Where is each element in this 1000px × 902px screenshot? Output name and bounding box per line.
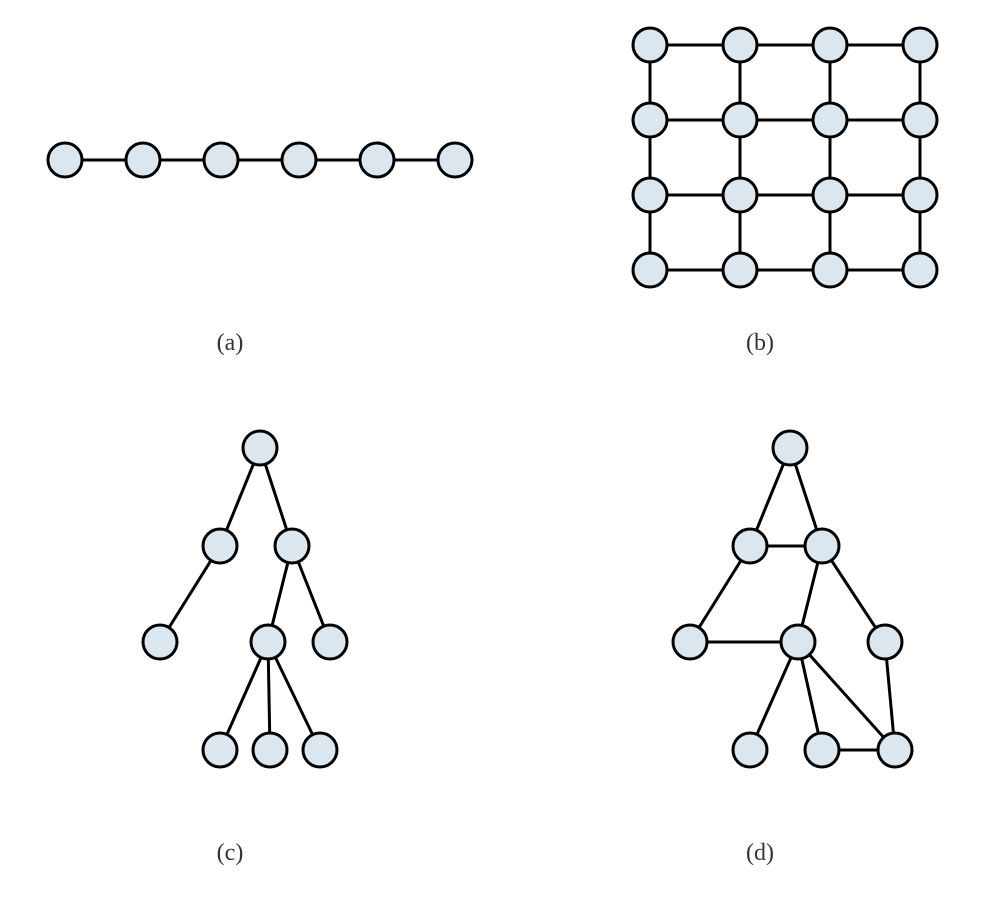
- graph-node: [781, 625, 815, 659]
- graph-node: [733, 733, 767, 767]
- graph-node: [438, 143, 472, 177]
- graph-node: [275, 529, 309, 563]
- graph-node: [203, 733, 237, 767]
- panel-a-caption: (a): [200, 330, 260, 357]
- panel-d-svg: [600, 420, 960, 810]
- graph-node: [633, 103, 667, 137]
- graph-node: [813, 28, 847, 62]
- graph-node: [733, 529, 767, 563]
- graph-node: [903, 103, 937, 137]
- graph-node: [243, 431, 277, 465]
- graph-node: [805, 529, 839, 563]
- graph-node: [203, 529, 237, 563]
- graph-node: [303, 733, 337, 767]
- panel-c-svg: [70, 420, 430, 810]
- graph-node: [360, 143, 394, 177]
- graph-node: [633, 253, 667, 287]
- graph-node: [723, 28, 757, 62]
- panel-b-caption: (b): [730, 330, 790, 357]
- panel-d-caption: (d): [730, 840, 790, 867]
- graph-node: [253, 733, 287, 767]
- graph-node: [143, 625, 177, 659]
- graph-node: [813, 253, 847, 287]
- graph-node: [813, 178, 847, 212]
- graph-node: [773, 431, 807, 465]
- graph-node: [903, 178, 937, 212]
- graph-node: [723, 253, 757, 287]
- graph-node: [126, 143, 160, 177]
- figure-container: (a) (b) (c) (d): [0, 0, 1000, 902]
- graph-node: [903, 253, 937, 287]
- graph-node: [903, 28, 937, 62]
- graph-node: [868, 625, 902, 659]
- graph-node: [813, 103, 847, 137]
- panel-c-caption: (c): [200, 840, 260, 867]
- graph-node: [48, 143, 82, 177]
- graph-node: [204, 143, 238, 177]
- graph-node: [282, 143, 316, 177]
- graph-node: [251, 625, 285, 659]
- graph-node: [673, 625, 707, 659]
- graph-node: [805, 733, 839, 767]
- graph-node: [723, 178, 757, 212]
- graph-node: [723, 103, 757, 137]
- graph-node: [633, 28, 667, 62]
- panel-b-svg: [620, 15, 950, 305]
- graph-node: [313, 625, 347, 659]
- panel-a-svg: [40, 120, 480, 200]
- graph-node: [633, 178, 667, 212]
- graph-node: [878, 733, 912, 767]
